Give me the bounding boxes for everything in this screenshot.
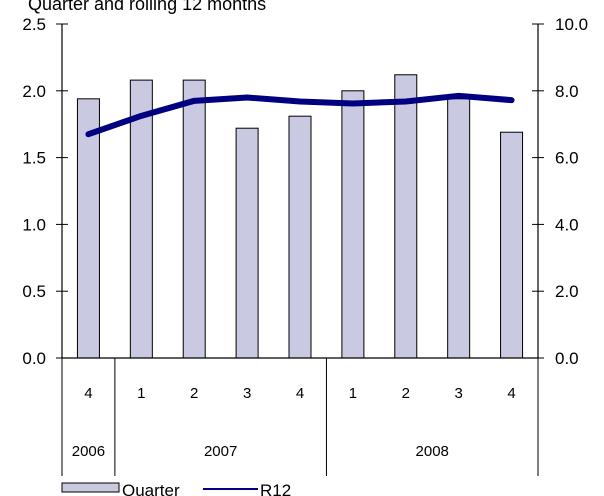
bar-quarter-5 [341,90,365,359]
legend-label-quarter: Quarter [122,481,180,496]
y-right-tick-label-5: 10.0 [555,15,588,34]
axes [56,23,544,476]
x-quarter-label-3: 3 [243,385,251,402]
bar-quarter-3 [235,127,259,359]
x-quarter-label-8: 4 [507,385,515,402]
y-left-tick-label-2: 1.0 [22,215,46,234]
legend-swatch-quarter [61,482,120,493]
y-right-tick-label-0: 0.0 [555,349,579,368]
y-right-tick-label-2: 4.0 [555,215,579,234]
x-quarter-label-1: 1 [137,385,145,402]
legend-label-r12: R12 [260,481,291,496]
x-quarter-label-7: 3 [454,385,462,402]
y-left-tick-label-3: 1.5 [22,149,46,168]
y-left-tick-label-1: 0.5 [22,282,46,301]
quarter-bars [76,74,524,359]
r12-line-layer [85,92,515,138]
x-quarter-label-0: 4 [84,385,92,402]
chart-title: Quarter and rolling 12 months [28,0,266,14]
y-left-tick-label-5: 2.5 [22,15,46,34]
x-year-label-0: 2006 [72,443,105,460]
x-quarter-label-4: 4 [296,385,304,402]
bar-quarter-2 [182,79,206,359]
bar-quarter-7 [447,98,471,359]
bar-quarter-4 [288,115,312,359]
bar-quarter-6 [394,74,418,359]
y-right-tick-label-4: 8.0 [555,82,579,101]
y-right-tick-label-3: 6.0 [555,149,579,168]
x-quarter-label-6: 2 [402,385,410,402]
line-r12 [85,92,515,138]
y-right-tick-label-1: 2.0 [555,282,579,301]
axis-labels: 0.0 0.5 1.0 1.5 2.0 2.5 0.0 2.0 4.0 6.0 8.0 10.0 4 1 2… [22,15,588,460]
y-left-tick-label-0: 0.0 [22,349,46,368]
x-year-label-2: 2008 [416,443,449,460]
legend: Quarter R12 [61,481,291,496]
x-quarter-label-2: 2 [190,385,198,402]
x-quarter-label-5: 1 [349,385,357,402]
x-year-label-1: 2007 [204,443,237,460]
y-left-tick-label-4: 2.0 [22,82,46,101]
bar-quarter-8 [500,131,524,359]
bar-quarter-1 [129,79,153,359]
bar-quarter-0 [76,98,100,359]
